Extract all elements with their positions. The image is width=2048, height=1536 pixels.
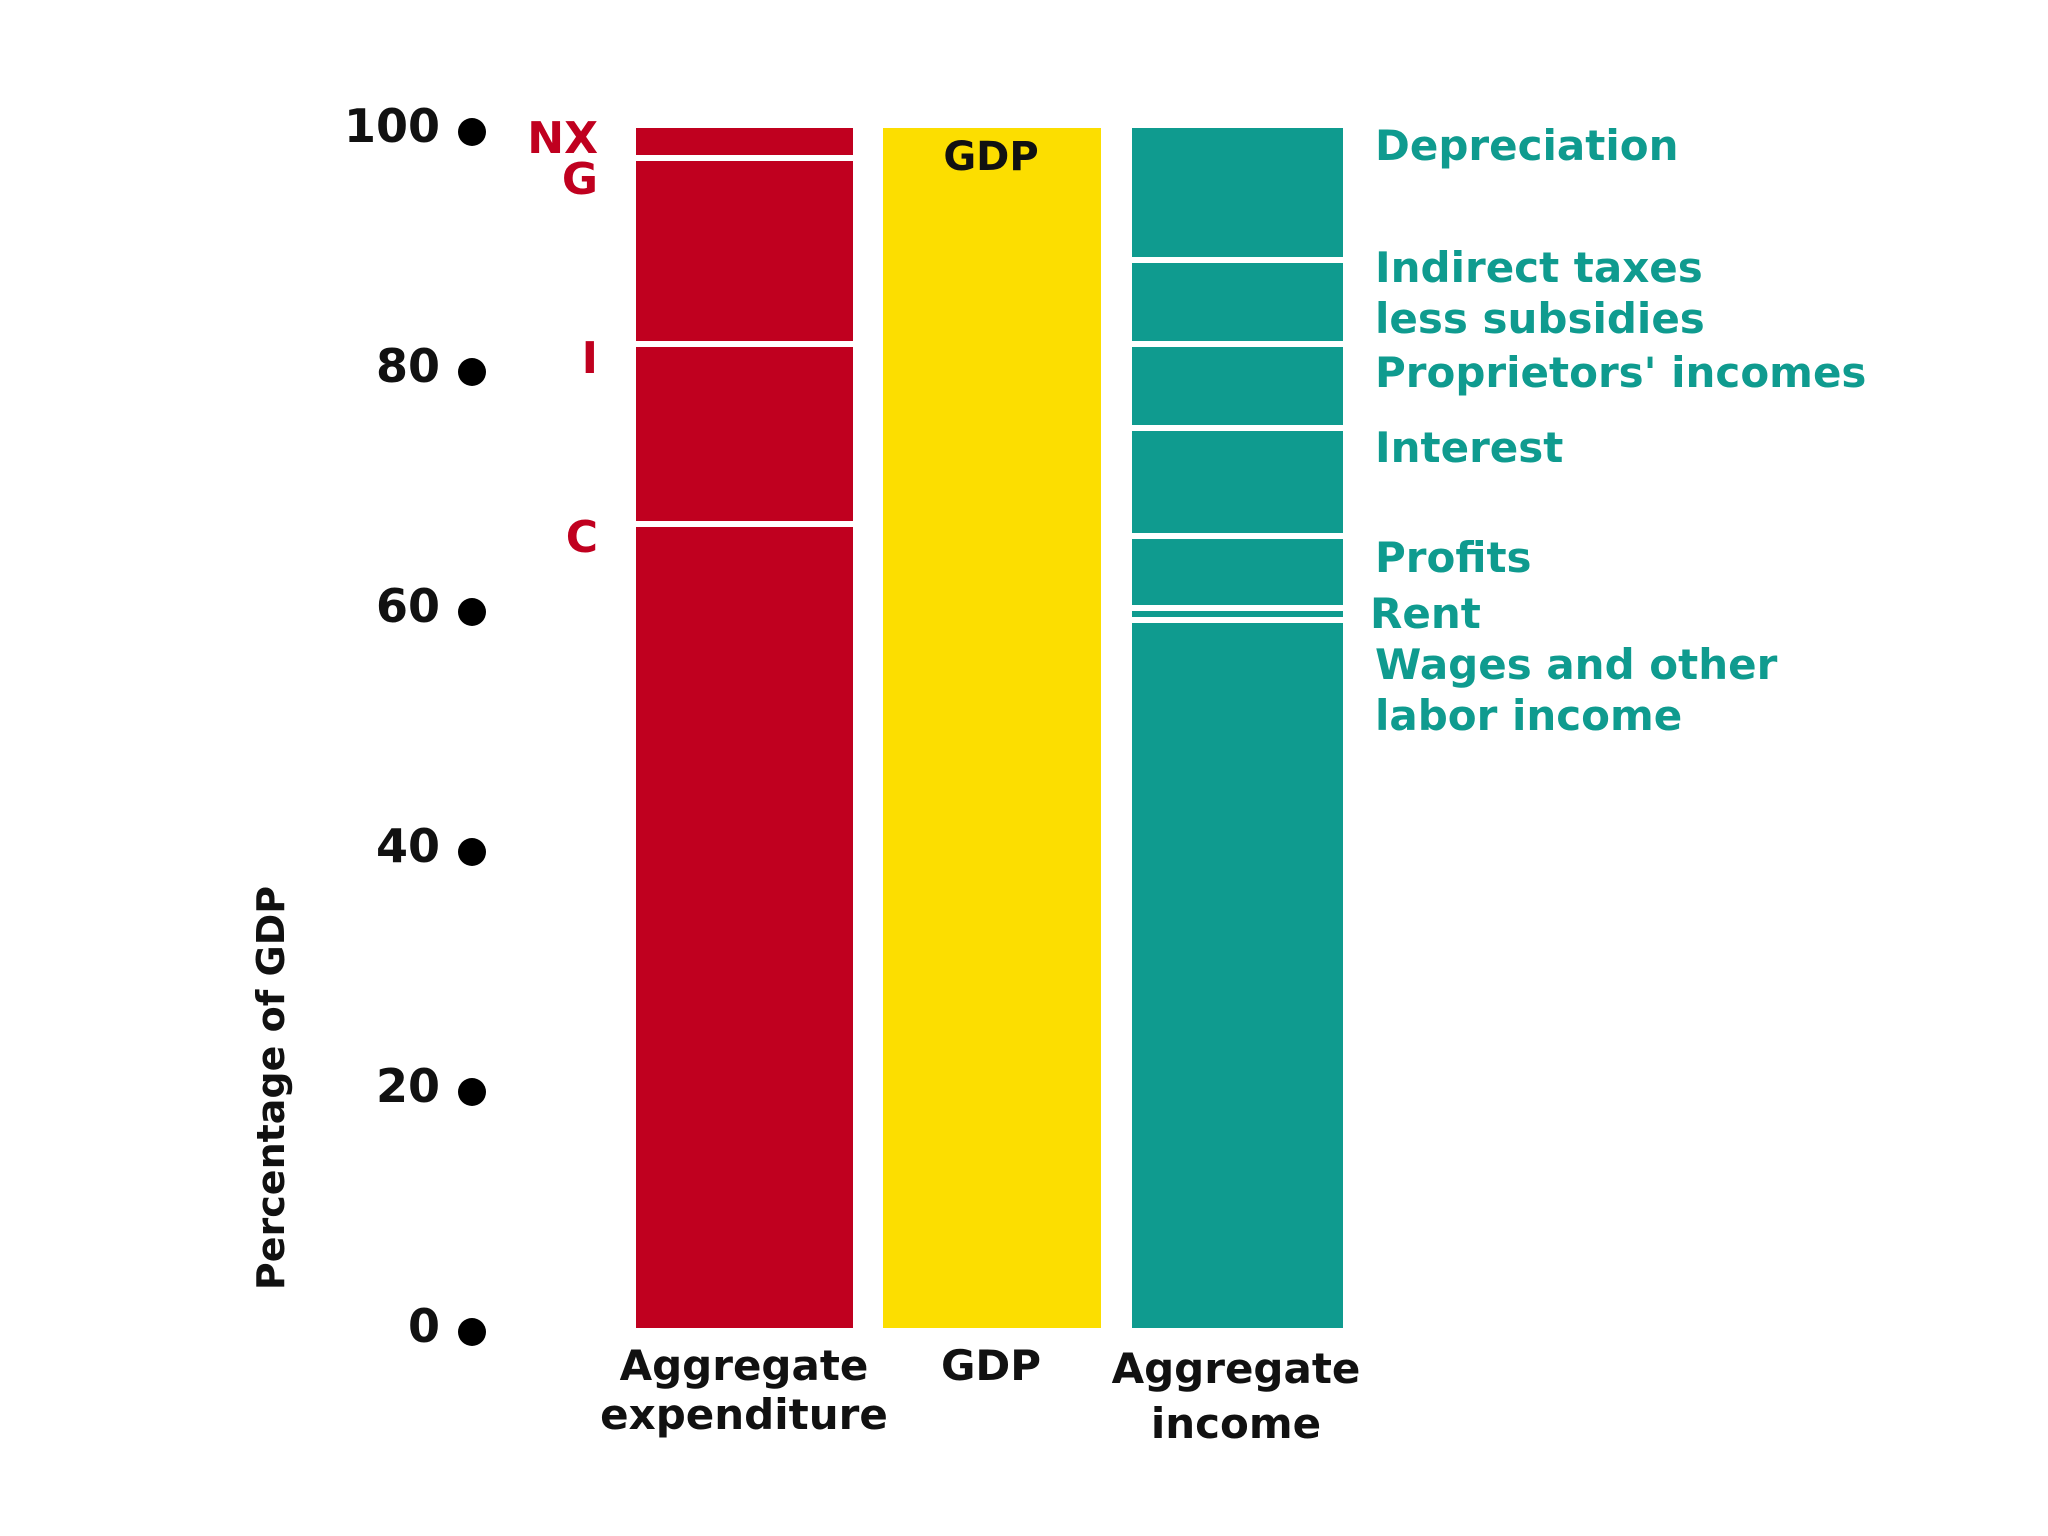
- category-label-expenditure: expenditure: [600, 1390, 888, 1439]
- income-segment-indirect-taxes-less-subsidies: [1132, 260, 1343, 344]
- y-axis-title: Percentage of GDP: [249, 886, 293, 1290]
- y-axis-ticks: 0 20 40 60 80 100: [344, 99, 486, 1353]
- income-segment-divider: [1132, 257, 1343, 263]
- income-segment-profits: [1132, 536, 1343, 608]
- category-label-gdp: GDP: [941, 1341, 1041, 1390]
- y-tick-dot: [458, 838, 486, 866]
- y-tick-label: 60: [376, 579, 440, 633]
- income-segment-divider: [1132, 533, 1343, 539]
- expenditure-segment-divider: [636, 341, 853, 347]
- income-segment-divider: [1132, 617, 1343, 623]
- expenditure-label-g: G: [562, 154, 598, 205]
- y-tick-label: 100: [344, 99, 440, 153]
- category-label-income: income: [1151, 1399, 1321, 1448]
- income-label-wages-and-other-labor-income: labor income: [1375, 691, 1682, 740]
- y-tick-dot: [458, 598, 486, 626]
- bars: [636, 128, 1343, 1328]
- income-label-depreciation: Depreciation: [1375, 121, 1678, 170]
- y-tick-dot: [458, 1078, 486, 1106]
- income-label-profits: Profits: [1375, 533, 1532, 582]
- income-segment-wages-and-other-labor-income: [1132, 620, 1343, 1328]
- category-label-expenditure: Aggregate: [620, 1341, 869, 1390]
- expenditure-label-nx: NX: [527, 113, 598, 164]
- expenditure-label-i: I: [582, 333, 598, 384]
- expenditure-segment-nx: [636, 128, 853, 158]
- income-label-proprietors-incomes: Proprietors' incomes: [1375, 348, 1866, 397]
- income-label-wages-and-other-labor-income: Wages and other: [1375, 640, 1778, 689]
- expenditure-segment-g: [636, 158, 853, 344]
- y-tick-dot: [458, 358, 486, 386]
- expenditure-segment-c: [636, 524, 853, 1328]
- gdp-bar-label: GDP: [943, 134, 1038, 180]
- y-tick-label: 0: [408, 1299, 440, 1353]
- expenditure-segment-i: [636, 344, 853, 524]
- income-label-indirect-taxes-less-subsidies: Indirect taxes: [1375, 243, 1703, 292]
- income-segment-divider: [1132, 605, 1343, 611]
- expenditure-segment-divider: [636, 521, 853, 527]
- y-tick-dot: [458, 1318, 486, 1346]
- income-label-interest: Interest: [1375, 423, 1563, 472]
- income-segment-divider: [1132, 425, 1343, 431]
- gdp-bar: [883, 128, 1101, 1328]
- income-segment-proprietors-incomes: [1132, 344, 1343, 428]
- income-label-indirect-taxes-less-subsidies: less subsidies: [1375, 294, 1705, 343]
- expenditure-label-c: C: [566, 512, 598, 563]
- y-tick-dot: [458, 118, 486, 146]
- income-segment-depreciation: [1132, 128, 1343, 260]
- income-segment-divider: [1132, 341, 1343, 347]
- y-tick-label: 20: [376, 1059, 440, 1113]
- category-label-income: Aggregate: [1112, 1344, 1361, 1393]
- y-tick-label: 80: [376, 339, 440, 393]
- y-tick-label: 40: [376, 819, 440, 873]
- income-segment-interest: [1132, 428, 1343, 536]
- expenditure-segment-divider: [636, 155, 853, 161]
- income-label-rent: Rent: [1370, 589, 1481, 638]
